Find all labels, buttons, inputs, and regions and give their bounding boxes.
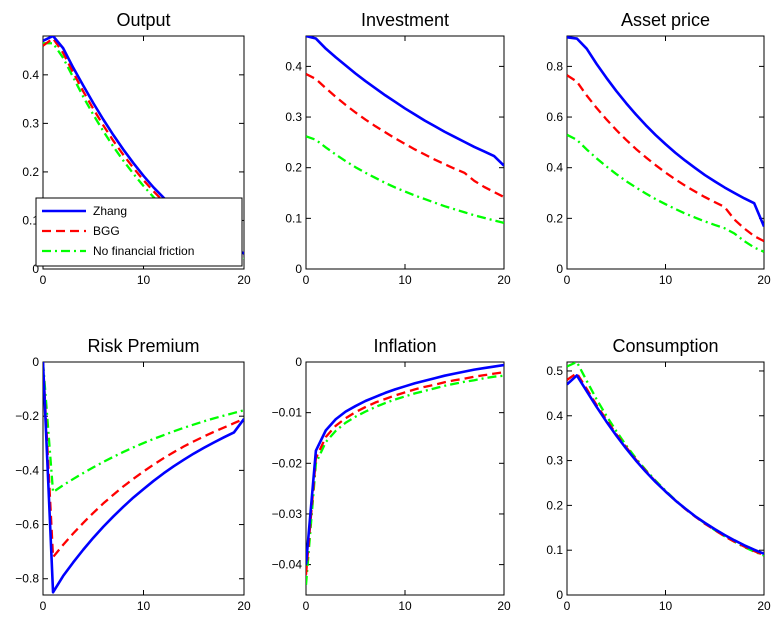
y-tick-label: 0.3 xyxy=(285,110,302,124)
plot-area xyxy=(566,361,765,596)
y-tick-label: −0.4 xyxy=(15,463,39,477)
series-line-zhang xyxy=(306,363,504,565)
legend-label-bgg: BGG xyxy=(93,224,120,238)
y-tick-label: 0 xyxy=(295,262,302,276)
x-tick-label: 20 xyxy=(497,599,511,613)
y-tick-label: 0.5 xyxy=(546,364,563,378)
y-tick-label: 0 xyxy=(295,355,302,369)
chart-title: Consumption xyxy=(612,336,718,356)
x-tick-label: 10 xyxy=(137,599,151,613)
y-tick-label: 0.4 xyxy=(546,161,563,175)
y-tick-label: 0.1 xyxy=(546,543,563,557)
series-line-bgg xyxy=(43,362,244,559)
x-tick-label: 20 xyxy=(757,273,771,287)
y-tick-label: 0 xyxy=(556,262,563,276)
x-tick-label: 20 xyxy=(497,273,511,287)
legend: Zhang BGG No financial friction xyxy=(35,197,243,267)
y-tick-label: −0.01 xyxy=(272,406,303,420)
x-tick-label: 10 xyxy=(398,273,412,287)
subplot-inflation: Inflation 0 10 20 −0.04 −0.03 −0.02 −0.01 0 xyxy=(272,336,511,613)
x-tick-label: 0 xyxy=(303,599,310,613)
x-tick-label: 0 xyxy=(40,273,47,287)
y-tick-label: 0.2 xyxy=(285,161,302,175)
series-line-no-financial-friction xyxy=(306,135,504,225)
y-tick-label: −0.03 xyxy=(272,507,303,521)
y-tick-label: 0.2 xyxy=(22,165,39,179)
chart-title: Inflation xyxy=(373,336,436,356)
y-tick-label: 0 xyxy=(32,355,39,369)
y-tick-label: −0.2 xyxy=(15,409,39,423)
x-tick-label: 20 xyxy=(237,273,251,287)
chart-title: Asset price xyxy=(621,10,710,30)
series-line-no-financial-friction xyxy=(306,374,504,585)
x-tick-label: 0 xyxy=(40,599,47,613)
series-line-zhang xyxy=(306,36,504,167)
y-tick-label: 0.2 xyxy=(546,498,563,512)
y-tick-label: 0 xyxy=(32,262,39,276)
x-tick-label: 0 xyxy=(564,273,571,287)
y-tick-label: −0.6 xyxy=(15,518,39,532)
series-line-bgg xyxy=(567,74,764,243)
series-line-no-financial-friction xyxy=(567,133,764,253)
series-line-no-financial-friction xyxy=(43,362,244,494)
y-tick-label: 0 xyxy=(556,588,563,602)
series-group xyxy=(306,36,504,225)
y-tick-label: 0.3 xyxy=(22,116,39,130)
plot-area xyxy=(305,361,505,596)
series-group xyxy=(306,363,504,585)
plot-area xyxy=(566,35,765,270)
y-tick-label: 0.4 xyxy=(285,59,302,73)
chart-title: Output xyxy=(116,10,170,30)
x-tick-label: 0 xyxy=(564,599,571,613)
series-line-zhang xyxy=(43,362,244,594)
y-tick-label: 0.3 xyxy=(546,454,563,468)
y-tick-label: 0.6 xyxy=(546,110,563,124)
y-tick-label: 0.1 xyxy=(22,213,39,227)
plot-area xyxy=(305,35,505,270)
subplot-asset-price: Asset price 0 10 20 0 0.2 0.4 0.6 0.8 xyxy=(546,10,771,287)
subplot-investment: Investment 0 10 20 0 0.1 0.2 0.3 0.4 xyxy=(285,10,511,287)
x-tick-label: 20 xyxy=(757,599,771,613)
y-tick-label: 0.4 xyxy=(22,68,39,82)
series-line-bgg xyxy=(306,72,504,199)
y-tick-label: −0.02 xyxy=(272,456,303,470)
chart-title: Risk Premium xyxy=(87,336,199,356)
y-tick-label: 0.1 xyxy=(285,211,302,225)
series-group xyxy=(567,36,764,253)
series-line-bgg xyxy=(306,370,504,575)
subplot-consumption: Consumption 0 10 20 0 0.1 0.2 0.3 0.4 0.5 xyxy=(546,336,771,613)
x-tick-label: 10 xyxy=(398,599,412,613)
x-tick-label: 0 xyxy=(303,273,310,287)
chart-title: Investment xyxy=(361,10,449,30)
subplot-output: Output 0 10 20 0 0.1 0.2 0.3 0.4 Zhang BGG No finan… xyxy=(22,10,251,287)
series-group xyxy=(43,362,244,594)
legend-label-zhang: Zhang xyxy=(93,204,127,218)
y-tick-label: 0.2 xyxy=(546,211,563,225)
subplot-risk-premium: Risk Premium 0 10 20 −0.8 −0.6 −0.4 −0.2 0 xyxy=(15,336,251,613)
x-tick-label: 10 xyxy=(659,273,673,287)
y-tick-label: −0.8 xyxy=(15,572,39,586)
series-line-zhang xyxy=(567,36,764,227)
legend-label-no-financial-friction: No financial friction xyxy=(93,244,194,258)
y-tick-label: 0.8 xyxy=(546,59,563,73)
x-tick-label: 10 xyxy=(659,599,673,613)
series-line-zhang xyxy=(567,374,764,555)
series-group xyxy=(567,362,764,557)
y-tick-label: 0.4 xyxy=(546,409,563,423)
x-tick-label: 10 xyxy=(137,273,151,287)
x-tick-label: 20 xyxy=(237,599,251,613)
y-tick-label: −0.04 xyxy=(272,558,303,572)
